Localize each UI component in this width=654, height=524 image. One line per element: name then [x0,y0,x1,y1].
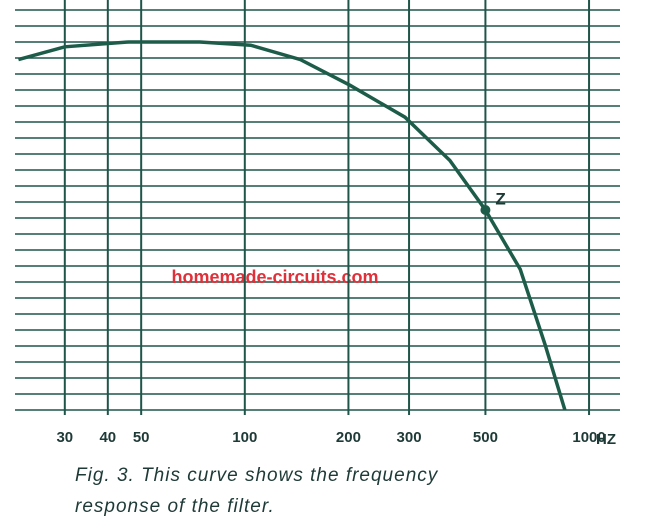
annotation: Z [495,189,505,208]
x-axis-label: HZ [596,431,616,448]
grid-rows [15,9,620,411]
x-tick-label: 200 [336,429,361,446]
response-curve [17,40,567,411]
annotation-point [480,205,491,215]
x-tick-label: 500 [473,429,498,446]
x-tick-label: 30 [56,429,73,446]
x-tick-label: 50 [133,429,150,446]
x-tick-label: 40 [99,429,116,446]
x-tick-label: 1000 [572,429,605,446]
x-tick-label: 300 [397,429,422,446]
caption-line: response of the filter. [75,496,275,517]
caption-line: Fig. 3. This curve shows the frequency [75,465,439,486]
x-tick-label: 100 [232,429,257,446]
watermark: homemade-circuits.com [171,267,378,287]
